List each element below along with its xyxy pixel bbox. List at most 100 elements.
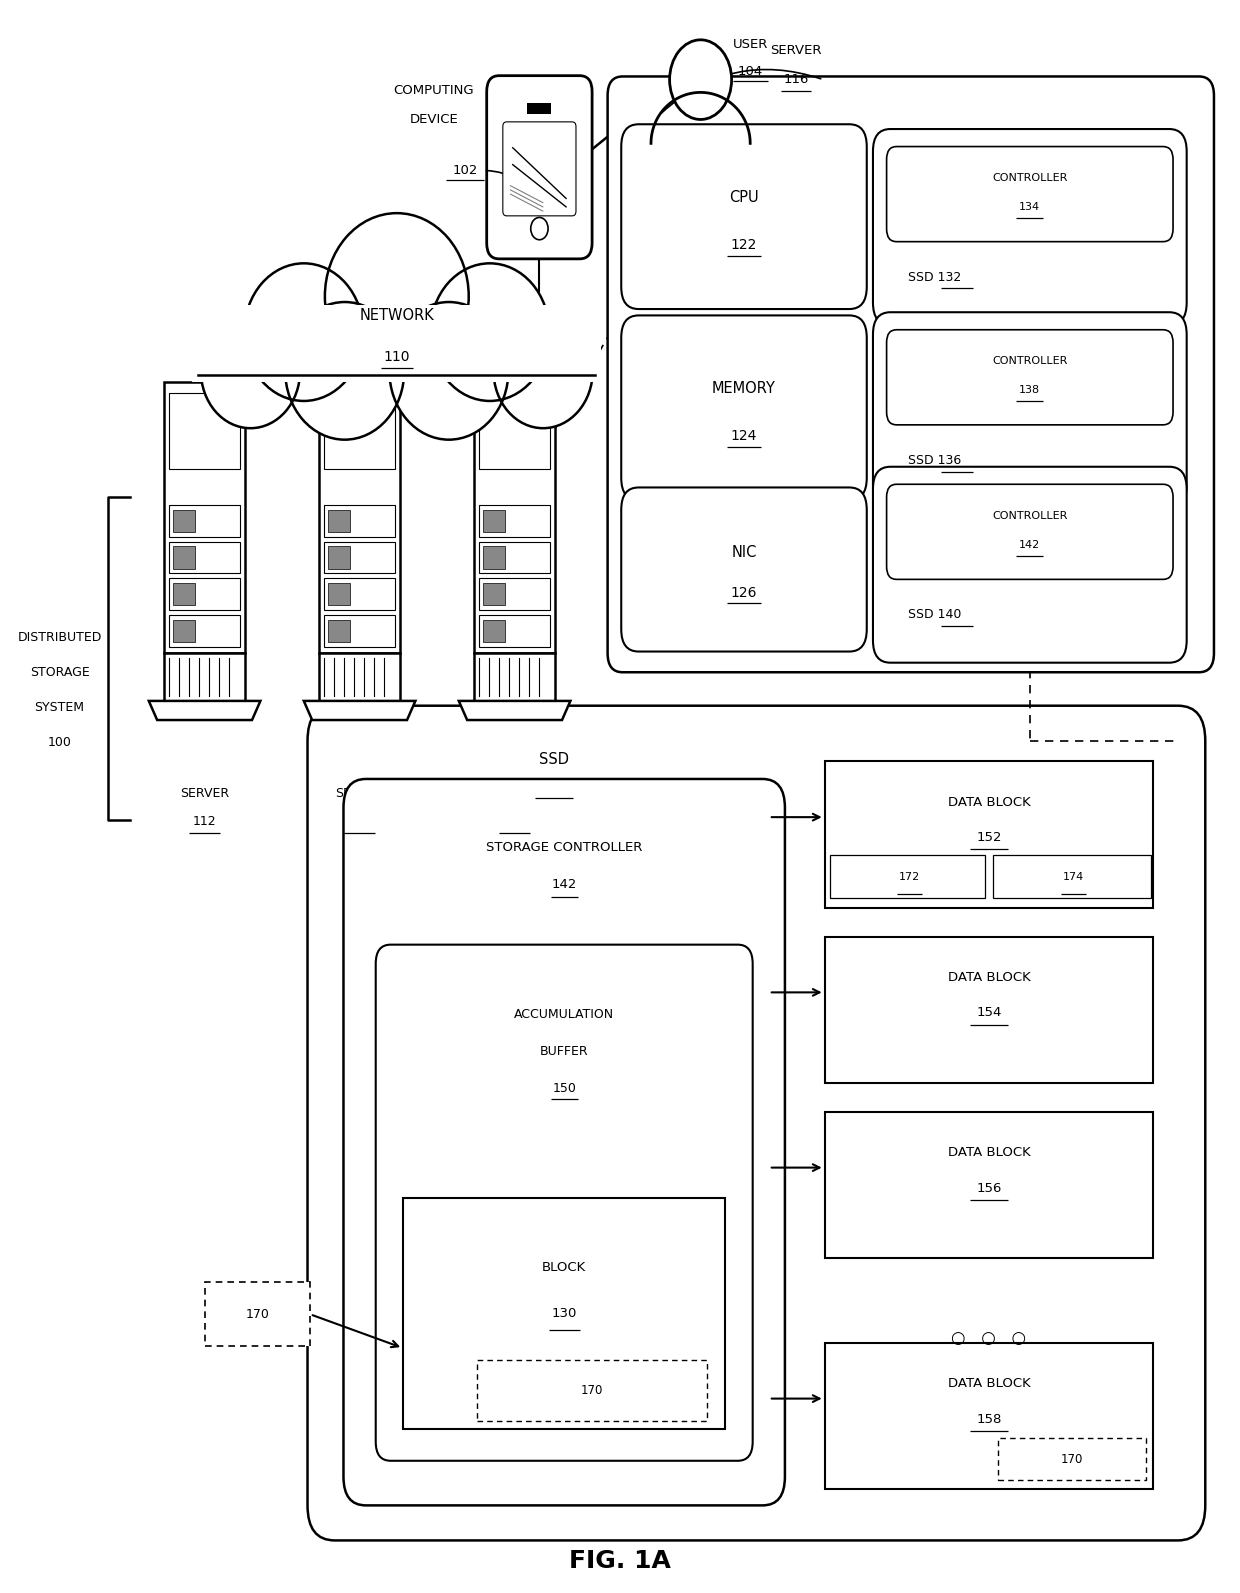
Polygon shape xyxy=(149,701,260,720)
Text: 156: 156 xyxy=(976,1182,1002,1195)
Bar xyxy=(474,382,556,653)
Bar xyxy=(174,546,196,569)
FancyBboxPatch shape xyxy=(486,75,593,258)
Text: 124: 124 xyxy=(730,429,758,443)
Bar xyxy=(477,1360,707,1421)
FancyBboxPatch shape xyxy=(503,121,575,215)
FancyBboxPatch shape xyxy=(621,124,867,309)
Ellipse shape xyxy=(494,314,593,429)
Text: SSD: SSD xyxy=(539,752,569,768)
FancyBboxPatch shape xyxy=(887,484,1173,580)
Polygon shape xyxy=(304,701,415,720)
Bar xyxy=(482,546,506,569)
Bar xyxy=(825,761,1153,908)
Text: DATA BLOCK: DATA BLOCK xyxy=(947,1147,1030,1160)
Bar xyxy=(482,583,506,605)
Polygon shape xyxy=(459,701,570,720)
Bar xyxy=(327,546,350,569)
Text: NETWORK: NETWORK xyxy=(360,307,434,323)
Text: FIG. 1A: FIG. 1A xyxy=(569,1548,671,1574)
Text: 100: 100 xyxy=(47,736,72,749)
Text: 170: 170 xyxy=(246,1308,269,1321)
Text: DATA BLOCK: DATA BLOCK xyxy=(947,796,1030,809)
Text: 110: 110 xyxy=(383,350,410,363)
Text: 158: 158 xyxy=(976,1413,1002,1426)
Text: 172: 172 xyxy=(899,871,920,883)
Bar xyxy=(825,1343,1153,1489)
Bar xyxy=(324,615,394,647)
Text: 104: 104 xyxy=(738,65,763,78)
Ellipse shape xyxy=(430,263,549,401)
Bar xyxy=(319,653,399,701)
Bar xyxy=(319,382,399,653)
Text: 150: 150 xyxy=(552,1082,577,1094)
Text: SERVER: SERVER xyxy=(490,787,539,800)
FancyBboxPatch shape xyxy=(621,315,867,500)
Bar xyxy=(479,393,549,468)
Text: 140: 140 xyxy=(541,779,568,795)
Circle shape xyxy=(670,40,732,119)
Text: SSD 140: SSD 140 xyxy=(908,609,961,621)
Ellipse shape xyxy=(325,213,469,379)
Text: MEMORY: MEMORY xyxy=(712,381,776,395)
Bar xyxy=(998,1438,1146,1480)
Bar xyxy=(830,855,985,898)
Text: 114: 114 xyxy=(347,816,372,828)
Text: 142: 142 xyxy=(1019,540,1040,550)
Text: DATA BLOCK: DATA BLOCK xyxy=(947,972,1030,984)
Text: SSD 136: SSD 136 xyxy=(908,454,961,467)
Text: 130: 130 xyxy=(552,1306,577,1321)
Text: NIC: NIC xyxy=(732,545,756,561)
FancyBboxPatch shape xyxy=(873,467,1187,663)
Text: DATA BLOCK: DATA BLOCK xyxy=(947,1378,1030,1391)
Text: 112: 112 xyxy=(192,816,217,828)
Text: ○   ○   ○: ○ ○ ○ xyxy=(951,1329,1027,1348)
Text: 154: 154 xyxy=(976,1007,1002,1020)
Text: 138: 138 xyxy=(1019,386,1040,395)
Bar xyxy=(192,304,601,381)
Bar xyxy=(825,1112,1153,1258)
Bar xyxy=(174,510,196,532)
Text: COMPUTING: COMPUTING xyxy=(393,84,475,97)
Bar xyxy=(169,615,241,647)
Bar xyxy=(527,102,552,113)
Text: CONTROLLER: CONTROLLER xyxy=(992,511,1068,521)
Text: 116: 116 xyxy=(502,816,527,828)
Text: STORAGE CONTROLLER: STORAGE CONTROLLER xyxy=(486,841,642,854)
Text: BUFFER: BUFFER xyxy=(539,1045,589,1058)
Text: 170: 170 xyxy=(1060,1453,1083,1466)
FancyBboxPatch shape xyxy=(873,129,1187,325)
Text: SYSTEM: SYSTEM xyxy=(35,701,84,714)
Bar xyxy=(324,393,394,468)
Ellipse shape xyxy=(201,314,300,429)
Text: 126: 126 xyxy=(730,586,758,601)
Text: SERVER: SERVER xyxy=(180,787,229,800)
Bar xyxy=(169,393,241,468)
Bar xyxy=(324,505,394,537)
Bar xyxy=(993,855,1151,898)
Bar xyxy=(324,578,394,610)
Text: CONTROLLER: CONTROLLER xyxy=(992,174,1068,183)
Text: 116: 116 xyxy=(784,73,808,86)
Text: CONTROLLER: CONTROLLER xyxy=(992,357,1068,366)
Text: DISTRIBUTED: DISTRIBUTED xyxy=(17,631,102,644)
Text: SERVER: SERVER xyxy=(335,787,384,800)
FancyBboxPatch shape xyxy=(873,312,1187,508)
FancyBboxPatch shape xyxy=(887,147,1173,242)
Bar xyxy=(174,583,196,605)
FancyBboxPatch shape xyxy=(376,945,753,1461)
Bar xyxy=(479,542,549,573)
Text: 170: 170 xyxy=(580,1384,604,1397)
Bar xyxy=(327,510,350,532)
Ellipse shape xyxy=(285,303,404,440)
Bar xyxy=(479,578,549,610)
Bar xyxy=(324,542,394,573)
Text: 142: 142 xyxy=(552,878,577,890)
Ellipse shape xyxy=(244,263,363,401)
Text: SSD 132: SSD 132 xyxy=(908,271,961,284)
FancyBboxPatch shape xyxy=(608,76,1214,672)
Bar xyxy=(169,578,241,610)
Text: CPU: CPU xyxy=(729,190,759,204)
Bar xyxy=(482,620,506,642)
Text: BLOCK: BLOCK xyxy=(542,1260,587,1274)
